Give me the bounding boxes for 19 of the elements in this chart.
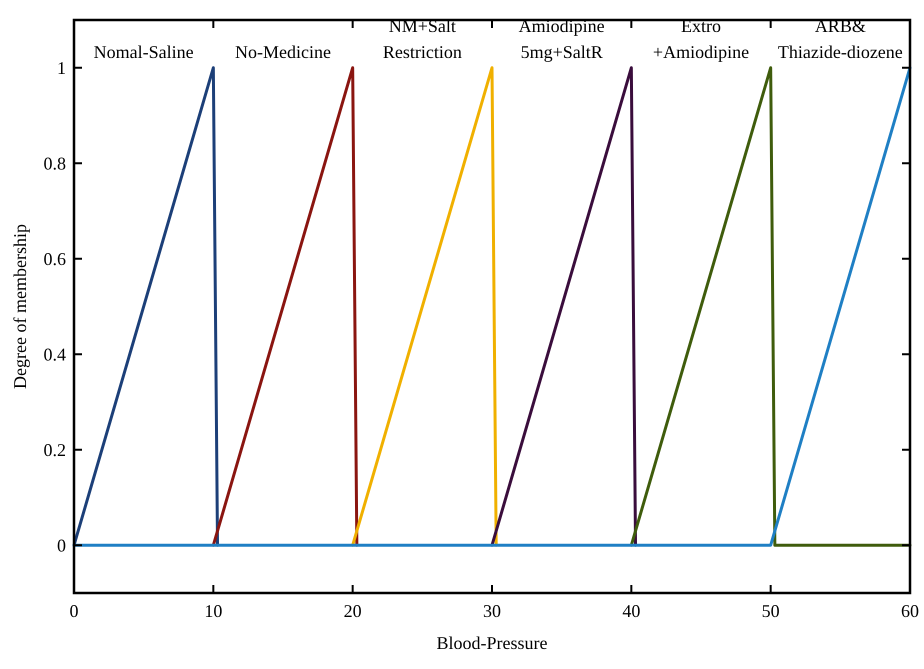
- annotation: Amiodipine 5mg+SaltR: [518, 16, 605, 62]
- x-tick-label: 0: [70, 601, 78, 621]
- annotation: Extro +Amiodipine: [652, 16, 750, 62]
- y-tick-label: 0.2: [44, 440, 66, 460]
- x-axis-title: Blood-Pressure: [436, 633, 548, 653]
- x-tick-label: 30: [483, 601, 501, 621]
- y-tick-label: 0: [57, 536, 66, 556]
- y-tick-label: 0.4: [44, 344, 66, 365]
- x-tick-label: 40: [622, 601, 640, 621]
- x-tick-label: 20: [344, 601, 362, 621]
- y-tick-label: 0.8: [44, 154, 66, 174]
- annotation: Nomal-Saline: [94, 42, 194, 62]
- y-tick-label: 0.6: [44, 249, 66, 270]
- x-tick-label: 60: [901, 601, 919, 621]
- x-tick-label: 50: [762, 601, 780, 621]
- y-tick-label: 1: [57, 58, 66, 78]
- y-axis-title: Degree of membership: [10, 224, 30, 389]
- annotation: No-Medicine: [235, 42, 331, 62]
- x-tick-label: 10: [204, 601, 222, 621]
